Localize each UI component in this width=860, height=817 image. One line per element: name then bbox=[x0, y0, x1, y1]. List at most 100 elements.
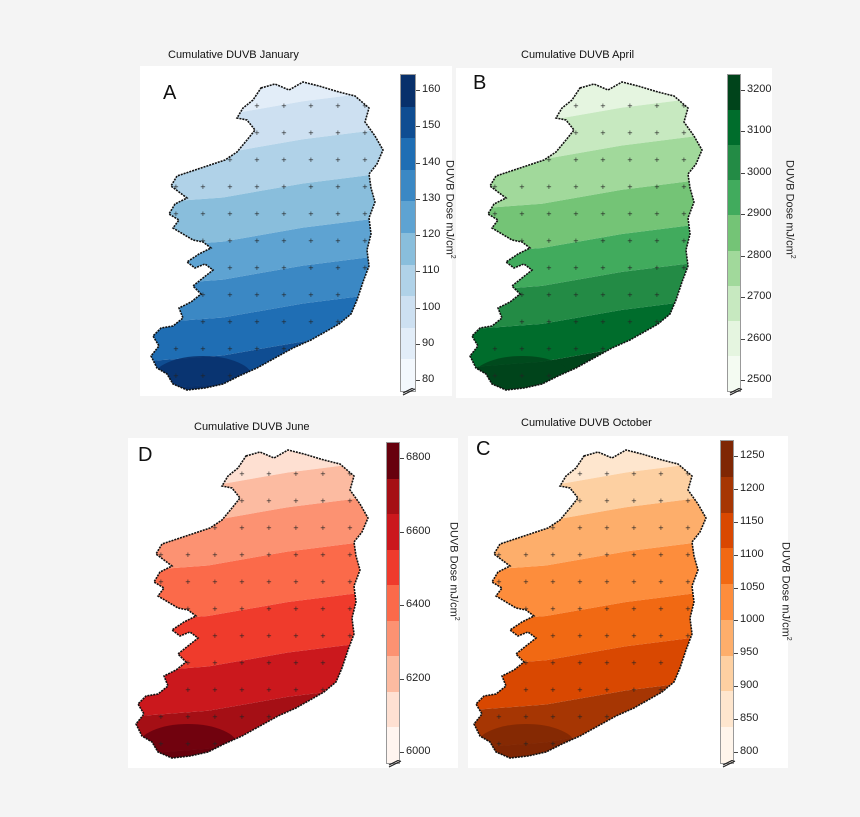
station-marker: + bbox=[158, 578, 164, 586]
panel-c-letter: C bbox=[476, 438, 491, 460]
station-marker: + bbox=[573, 183, 579, 191]
station-marker: + bbox=[654, 291, 660, 299]
station-marker: + bbox=[577, 713, 583, 721]
station-marker: + bbox=[227, 183, 233, 191]
colorbar-segment bbox=[728, 180, 740, 216]
station-marker: + bbox=[685, 470, 691, 478]
station-marker: + bbox=[158, 470, 164, 478]
station-marker: + bbox=[308, 372, 314, 380]
station-marker: + bbox=[335, 372, 341, 380]
station-marker: + bbox=[627, 237, 633, 245]
station-marker: + bbox=[254, 318, 260, 326]
colorbar-segment bbox=[387, 691, 399, 728]
colorbar-segment bbox=[721, 727, 733, 764]
station-marker: + bbox=[627, 372, 633, 380]
station-marker: + bbox=[200, 210, 206, 218]
station-marker: + bbox=[254, 210, 260, 218]
colorbar-tick-label: 90 bbox=[422, 336, 435, 349]
station-marker: + bbox=[681, 264, 687, 272]
station-marker: + bbox=[335, 291, 341, 299]
station-marker: + bbox=[320, 497, 326, 505]
colorbar-segment bbox=[401, 106, 415, 139]
station-marker: + bbox=[523, 578, 529, 586]
colorbar-segment bbox=[387, 443, 399, 480]
colorbar-june bbox=[386, 442, 400, 764]
station-marker: + bbox=[362, 210, 368, 218]
station-marker: + bbox=[550, 497, 556, 505]
station-marker: + bbox=[212, 605, 218, 613]
colorbar-tick-label: 140 bbox=[422, 155, 441, 168]
station-marker: + bbox=[173, 291, 179, 299]
station-marker: + bbox=[654, 372, 660, 380]
station-marker: + bbox=[266, 551, 272, 559]
station-marker: + bbox=[200, 183, 206, 191]
colorbar-tick-label: 150 bbox=[422, 119, 441, 132]
station-marker: + bbox=[239, 551, 245, 559]
station-marker: + bbox=[685, 497, 691, 505]
station-marker: + bbox=[550, 686, 556, 694]
map-ireland-april: + + + + + + + + + + + + + + + + + + + + + + + + + + + + + + + + + + + + + + + +… bbox=[469, 81, 703, 391]
station-marker: + bbox=[254, 183, 260, 191]
station-marker: + bbox=[173, 210, 179, 218]
colorbar-tick-mark bbox=[741, 380, 745, 381]
coastline bbox=[150, 81, 384, 391]
map-contour-band bbox=[136, 640, 368, 717]
station-marker: + bbox=[658, 686, 664, 694]
station-marker: + bbox=[185, 686, 191, 694]
station-marker: + bbox=[627, 102, 633, 110]
station-marker: + bbox=[496, 497, 502, 505]
station-marker: + bbox=[519, 291, 525, 299]
colorbar-tick-label: 1000 bbox=[740, 613, 765, 626]
station-marker: + bbox=[685, 551, 691, 559]
station-marker: + bbox=[654, 156, 660, 164]
station-marker: + bbox=[627, 291, 633, 299]
colorbar-tick-label: 130 bbox=[422, 191, 441, 204]
colorbar-january-axis-title: DUVB Dose mJ/cm2 bbox=[443, 160, 456, 259]
station-marker: + bbox=[293, 713, 299, 721]
station-marker: + bbox=[362, 345, 368, 353]
station-marker: + bbox=[631, 497, 637, 505]
station-marker: + bbox=[492, 237, 498, 245]
station-marker: + bbox=[212, 740, 218, 748]
map-ireland-january: + + + + + + + + + + + + + + + + + + + + + + + + + + + + + + + + + + + + + + + +… bbox=[150, 81, 384, 391]
station-marker: + bbox=[681, 183, 687, 191]
station-marker: + bbox=[654, 264, 660, 272]
station-marker: + bbox=[658, 740, 664, 748]
station-marker: + bbox=[685, 632, 691, 640]
station-marker: + bbox=[604, 578, 610, 586]
station-marker: + bbox=[347, 497, 353, 505]
colorbar-tick-mark bbox=[741, 297, 745, 299]
station-marker: + bbox=[681, 345, 687, 353]
colorbar-tick-label: 100 bbox=[422, 300, 441, 313]
station-marker: + bbox=[546, 318, 552, 326]
station-marker: + bbox=[654, 318, 660, 326]
station-marker: + bbox=[523, 659, 529, 667]
station-marker: + bbox=[347, 470, 353, 478]
station-marker: + bbox=[631, 713, 637, 721]
station-marker: + bbox=[492, 345, 498, 353]
map-contour-band bbox=[151, 253, 383, 324]
station-marker: + bbox=[681, 102, 687, 110]
colorbar-tick-mark bbox=[416, 380, 420, 381]
colorbar-tick-mark bbox=[400, 605, 404, 606]
station-marker: + bbox=[631, 551, 637, 559]
station-marker: + bbox=[600, 102, 606, 110]
colorbar-tick-mark bbox=[734, 653, 738, 655]
station-marker: + bbox=[200, 237, 206, 245]
station-marker: + bbox=[654, 102, 660, 110]
coastline bbox=[135, 449, 369, 759]
station-marker: + bbox=[658, 524, 664, 532]
station-marker: + bbox=[227, 291, 233, 299]
panel-a-letter: A bbox=[163, 82, 177, 104]
station-marker: + bbox=[362, 102, 368, 110]
colorbar-segment bbox=[401, 359, 415, 392]
colorbar-tick-mark bbox=[416, 271, 420, 273]
station-marker: + bbox=[658, 578, 664, 586]
colorbar-segment bbox=[728, 145, 740, 181]
station-marker: + bbox=[239, 686, 245, 694]
colorbar-tick-label: 3000 bbox=[747, 165, 772, 178]
station-marker: + bbox=[227, 129, 233, 137]
station-marker: + bbox=[308, 318, 314, 326]
colorbar-tick-label: 3100 bbox=[747, 124, 772, 137]
colorbar-tick-label: 900 bbox=[740, 679, 759, 692]
